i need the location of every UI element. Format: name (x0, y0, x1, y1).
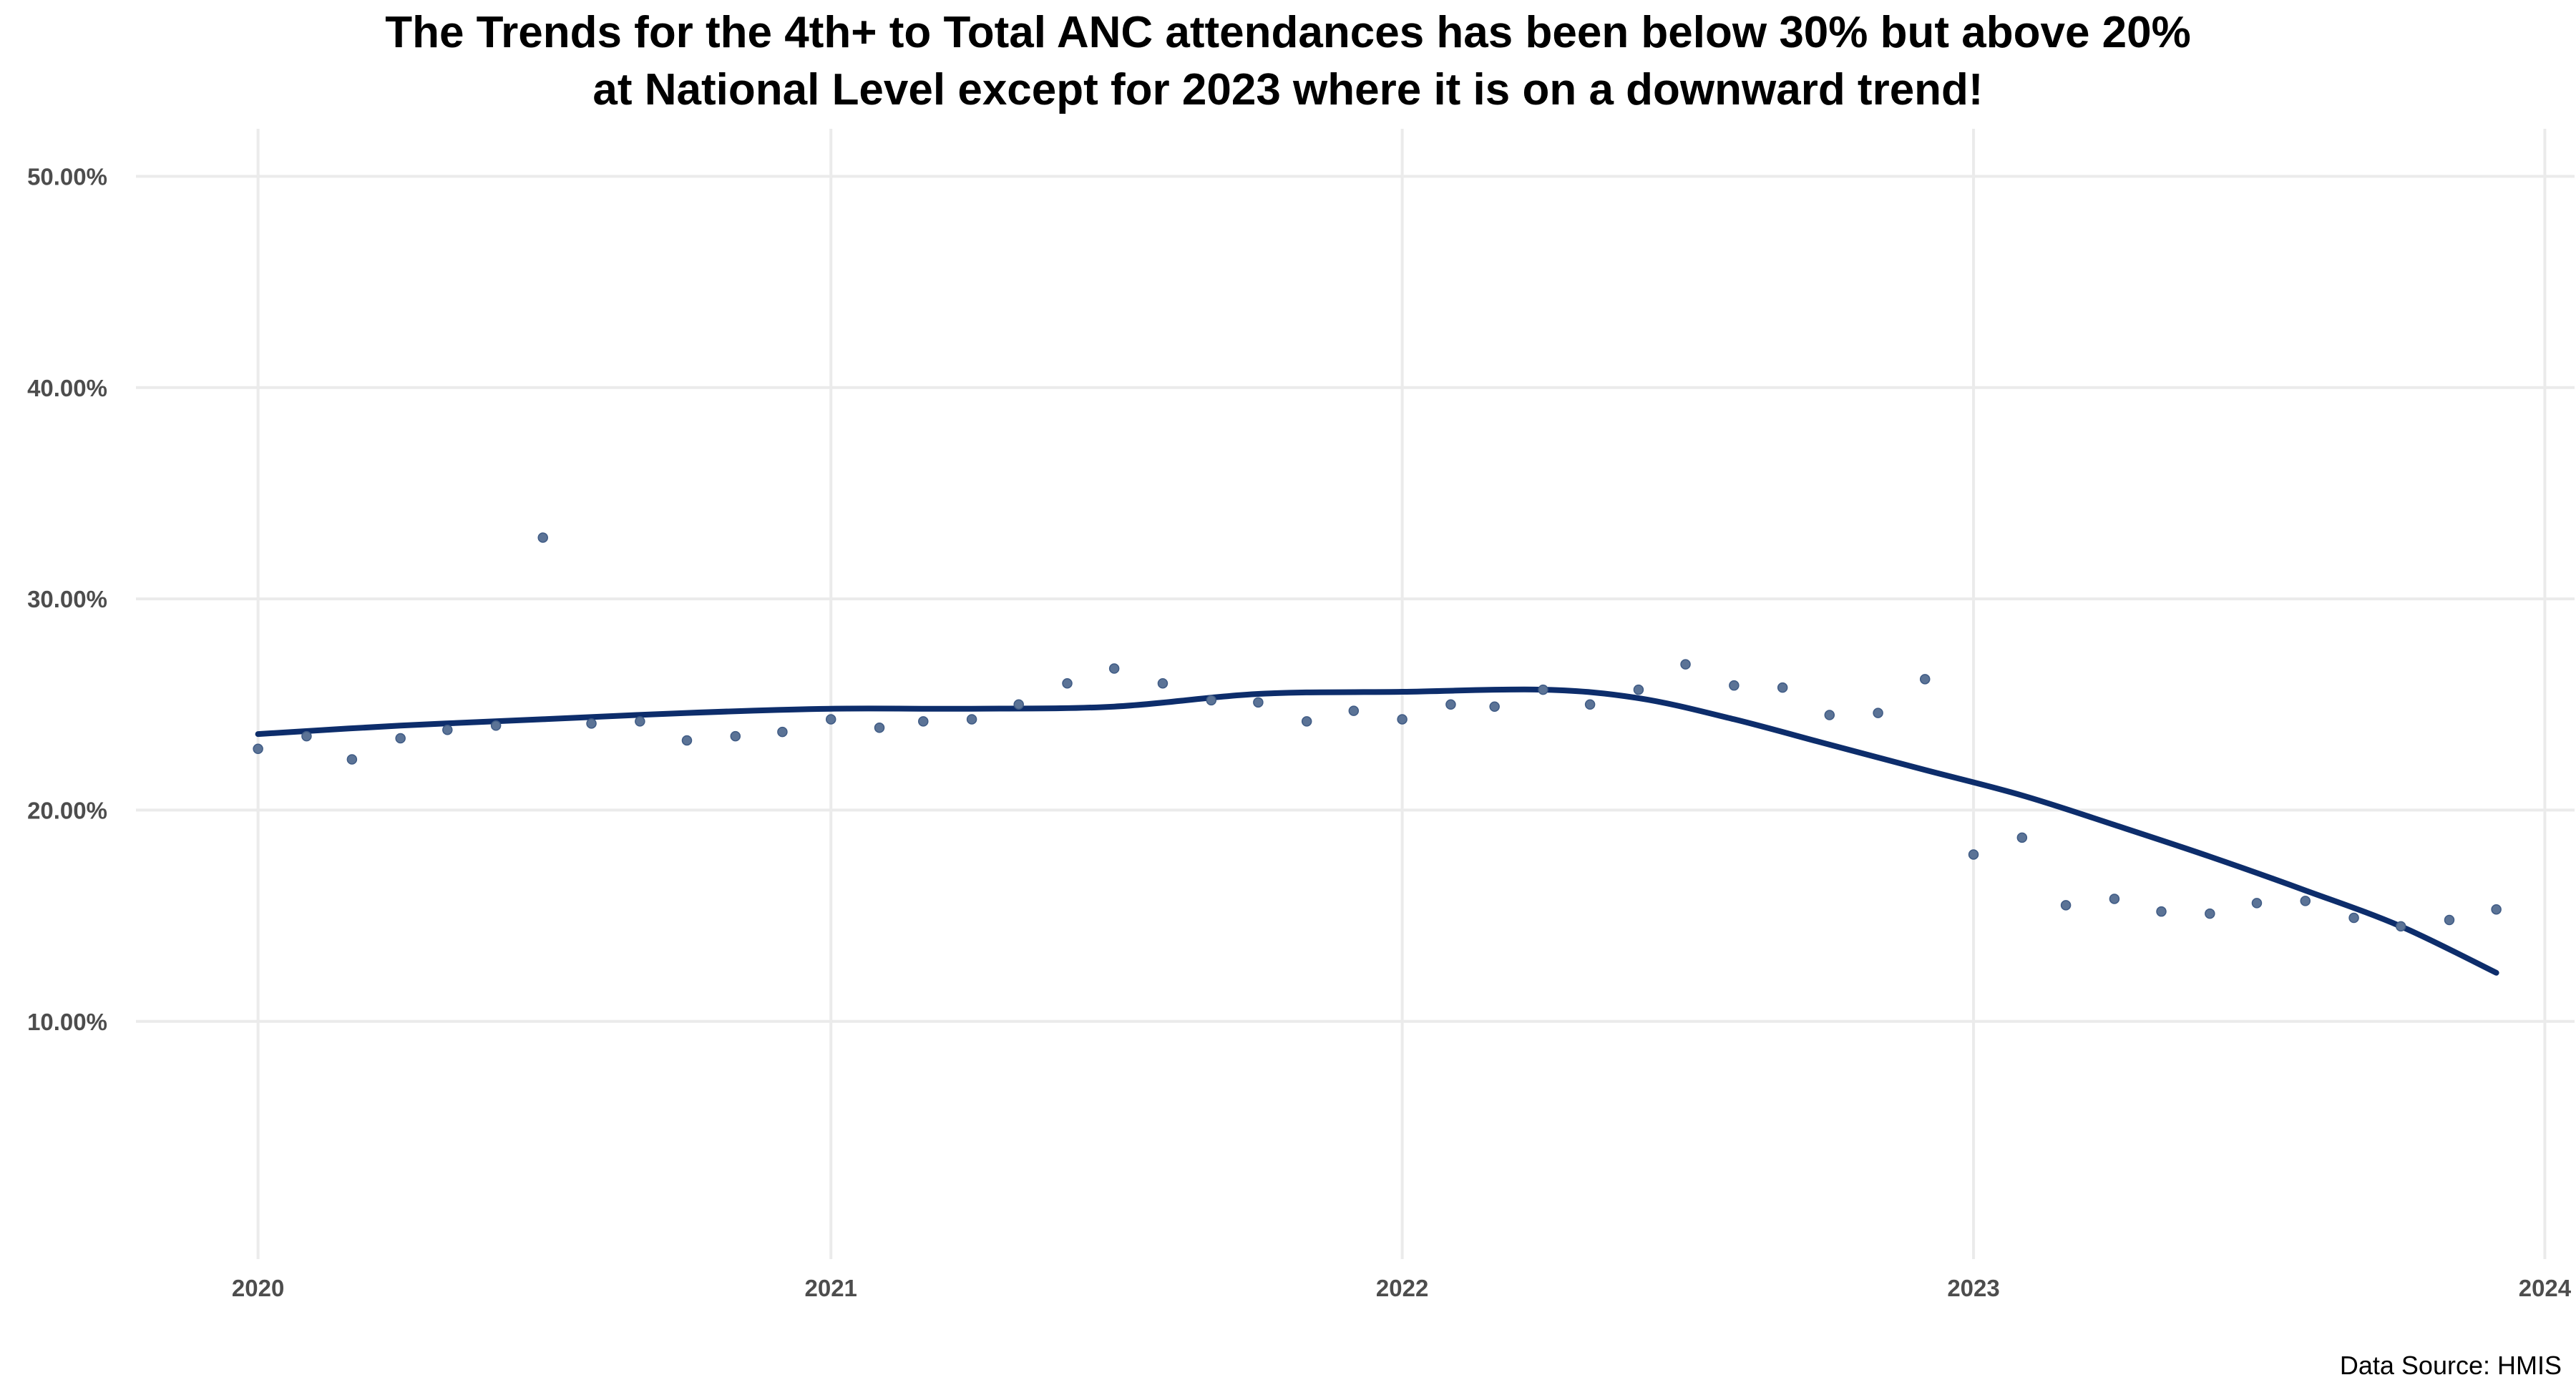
data-point (2491, 904, 2502, 915)
data-point (1968, 849, 1979, 860)
x-tick-label: 2024 (2519, 1275, 2572, 1301)
data-point (1633, 684, 1644, 695)
data-point (1348, 705, 1360, 716)
data-point (1397, 714, 1407, 725)
data-point (1873, 708, 1883, 718)
data-point (1157, 677, 1169, 689)
y-tick-label: 10.00% (27, 1009, 107, 1035)
data-point (1584, 699, 1596, 710)
data-point (2109, 894, 2120, 904)
trend-layer (255, 686, 2499, 976)
data-point (1013, 699, 1024, 710)
data-point (1729, 680, 1740, 691)
data-point (1301, 716, 1312, 727)
data-point (2348, 912, 2359, 924)
data-point (918, 716, 929, 727)
data-point (777, 726, 788, 738)
data-point (1824, 710, 1835, 720)
data-point (874, 723, 885, 733)
chart-title: The Trends for the 4th+ to Total ANC att… (0, 4, 2576, 119)
chart-title-line-2: at National Level except for 2023 where … (592, 65, 1984, 114)
y-axis-ticks: 10.00% 20.00% 30.00% 40.00% 50.00% (27, 163, 107, 1034)
data-point (966, 714, 977, 725)
data-point (2251, 898, 2263, 909)
data-point (2156, 906, 2167, 917)
y-tick-label: 20.00% (27, 797, 107, 823)
data-point (490, 720, 502, 731)
data-point (730, 730, 741, 742)
data-point (253, 743, 263, 755)
data-point (825, 714, 836, 725)
data-point (346, 754, 358, 765)
data-point (1445, 699, 1456, 710)
data-point (2395, 921, 2406, 932)
x-tick-label: 2022 (1376, 1275, 1428, 1301)
data-point (2300, 896, 2311, 906)
data-point (1777, 682, 1788, 693)
data-point (395, 733, 406, 744)
data-point (2016, 832, 2028, 843)
data-point (635, 716, 645, 727)
data-point (586, 718, 597, 729)
data-point (2205, 908, 2215, 919)
data-point (1489, 701, 1500, 712)
data-point (2444, 914, 2455, 926)
data-point (1919, 674, 1931, 685)
data-point (442, 724, 453, 735)
x-tick-label: 2020 (232, 1275, 284, 1301)
data-point (1680, 659, 1691, 670)
x-axis-ticks: 2020 2021 2022 2023 2024 (232, 1275, 2572, 1301)
y-tick-label: 30.00% (27, 586, 107, 612)
data-point (1108, 663, 1120, 674)
data-point (301, 730, 312, 742)
data-point (1206, 695, 1217, 706)
y-tick-label: 50.00% (27, 163, 107, 190)
data-point (1062, 677, 1073, 689)
y-tick-label: 40.00% (27, 375, 107, 401)
data-source-note: Data Source: HMIS (2339, 1351, 2562, 1380)
x-tick-label: 2021 (805, 1275, 857, 1301)
trend-line (255, 686, 2499, 976)
x-tick-label: 2023 (1947, 1275, 1999, 1301)
data-point (537, 532, 548, 543)
data-point (2060, 900, 2072, 911)
data-point (1538, 684, 1548, 695)
data-point (1253, 697, 1264, 708)
point-layer (253, 532, 2502, 932)
data-point (681, 735, 693, 746)
chart-title-line-1: The Trends for the 4th+ to Total ANC att… (385, 8, 2191, 57)
